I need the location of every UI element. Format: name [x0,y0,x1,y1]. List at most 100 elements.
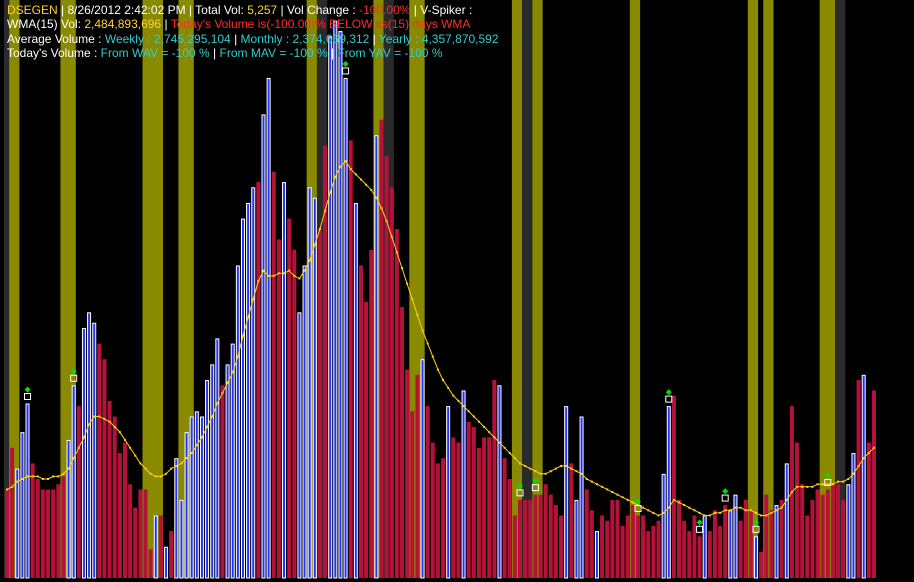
wma-point [257,280,260,283]
signal-marker-box [696,525,704,533]
volume-bar-up [564,406,569,579]
wma-point [698,511,701,514]
monthly-label: Monthly : [237,32,293,46]
wma-point [324,209,327,212]
volume-bar-down [712,510,717,578]
volume-bar-down [502,458,507,578]
wma-point [339,165,342,168]
volume-bar-down [158,515,163,578]
volume-bar-up [87,312,92,579]
wma-point [370,188,373,191]
wma-point [570,467,573,470]
volume-bar-down [220,385,225,578]
wma-point [62,472,65,475]
wma-point [231,371,234,374]
wma-point [365,183,368,186]
volume-bar-down [35,479,40,578]
signal-band [511,0,523,578]
signal-marker-diamond [70,368,77,375]
wma-point [431,355,434,358]
wma-point [683,504,686,507]
wma-point [36,475,39,478]
wma-point [221,392,224,395]
wma-point [585,478,588,481]
wma-point [488,431,491,434]
signal-marker-diamond [752,519,759,526]
header-line-2: WMA(15) Vol: 2,484,893,696 | Today's Vol… [7,17,471,31]
volume-bar-down [682,520,687,578]
wma-point [426,342,429,345]
monthly-value: 2,374,669,312 [292,32,370,46]
volume-bar-down [394,228,399,578]
signal-marker-box [516,489,524,497]
wma-point [560,465,563,468]
wma-point [390,235,393,238]
volume-bar-down [825,489,830,578]
volume-bar-down [369,249,374,578]
volume-bar-down [317,228,322,578]
wma-point [744,509,747,512]
signal-band [747,0,759,578]
signal-marker-box [531,484,539,492]
wma-point [867,451,870,454]
volume-bar-up [164,546,169,579]
wma-point [139,462,142,465]
signal-marker-diamond [532,477,539,484]
wma-point [313,243,316,246]
from-yav: From YAV = -100 % [334,46,443,60]
wma-point [93,415,96,418]
header-line-1: DSEGEN | 8/26/2012 2:42:02 PM | Total Vo… [7,3,473,17]
wma-point [165,472,168,475]
volume-bar-up [184,432,189,579]
volume-bar-up [446,406,451,579]
wma-point [760,514,763,517]
volume-bar-down [133,507,138,578]
volume-bar-up [179,499,184,579]
volume-bar-down [620,525,625,578]
wma-point [406,282,409,285]
volume-bar-down [518,499,522,578]
volume-bar-down [866,442,871,578]
wma-point [129,446,132,449]
wma-point [534,470,537,473]
volume-bar-down [779,499,784,578]
signal-marker-diamond [722,488,729,495]
wma-point [103,418,106,421]
volume-bar-down [138,489,143,578]
volume-bar-down [441,458,446,578]
wma-point [375,196,378,199]
volume-bar-up [230,343,235,579]
wma-point [601,485,604,488]
volume-bar-up [574,499,579,579]
wma-point [780,506,783,509]
volume-bar-up [374,135,379,579]
volume-bar-down [856,380,861,578]
volume-bar-up [199,416,204,579]
signal-marker-box [752,525,760,533]
wma-point [529,467,532,470]
wma-point [852,472,855,475]
signal-marker-box [665,395,673,403]
volume-bar-up [666,406,671,579]
signal-marker-box [824,478,832,486]
volume-bar-up [343,77,348,579]
wma-point [565,465,568,468]
wma-point [457,399,460,402]
wma-point [749,509,752,512]
volume-bar-down [635,515,640,578]
wma-point [354,173,357,176]
signal-band [4,0,10,578]
wma-point [647,509,650,512]
vol-change-value: -100.00% [359,3,411,17]
volume-bar-down [830,484,835,578]
wma-point [226,381,229,384]
volume-bar-up [338,31,343,579]
signal-band [383,0,394,578]
volume-bar-up [353,202,358,579]
wma-point [754,511,757,514]
volume-bar-down [97,343,102,578]
wma-point [483,425,486,428]
volume-bar-up [851,452,856,579]
wma-point [729,509,732,512]
wma-point [395,251,398,254]
